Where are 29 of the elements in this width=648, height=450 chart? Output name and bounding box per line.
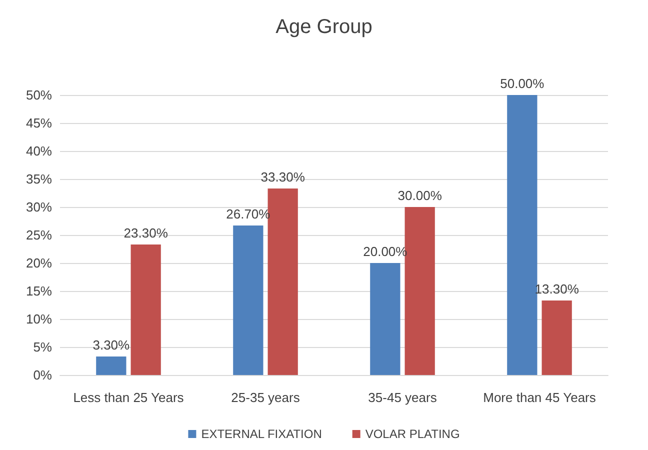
bar	[370, 263, 400, 375]
legend-label: VOLAR PLATING	[365, 427, 460, 441]
y-tick-label: 45%	[26, 116, 52, 130]
y-tick-label: 35%	[26, 172, 52, 186]
bar	[130, 244, 161, 375]
y-tick-label: 40%	[26, 144, 52, 158]
legend-label: EXTERNAL FIXATION	[201, 427, 322, 441]
data-label: 33.30%	[260, 170, 306, 185]
data-label: 30.00%	[398, 188, 442, 203]
x-tick-label: More than 45 Years	[483, 390, 596, 405]
y-tick-label: 5%	[33, 340, 52, 354]
x-tick-label: 25-35 years	[231, 390, 300, 405]
y-tick-label: 10%	[26, 312, 52, 326]
bar	[542, 300, 572, 375]
y-tick-label: 25%	[26, 228, 52, 242]
data-label: 23.30%	[124, 226, 168, 241]
y-tick-label: 50%	[26, 88, 52, 102]
bar	[507, 95, 538, 375]
x-tick-label: Less than 25 Years	[73, 390, 184, 405]
bar	[233, 225, 264, 375]
y-tick-label: 0%	[33, 368, 52, 382]
y-tick-label: 30%	[26, 200, 52, 214]
data-label: 50.00%	[500, 76, 545, 91]
data-label: 3.30%	[92, 338, 130, 353]
y-tick-label: 20%	[26, 256, 52, 270]
bar	[96, 356, 126, 375]
x-tick-label: 35-45 years	[368, 390, 438, 405]
chart-title: Age Group	[276, 16, 372, 38]
y-tick-label: 15%	[26, 284, 52, 298]
